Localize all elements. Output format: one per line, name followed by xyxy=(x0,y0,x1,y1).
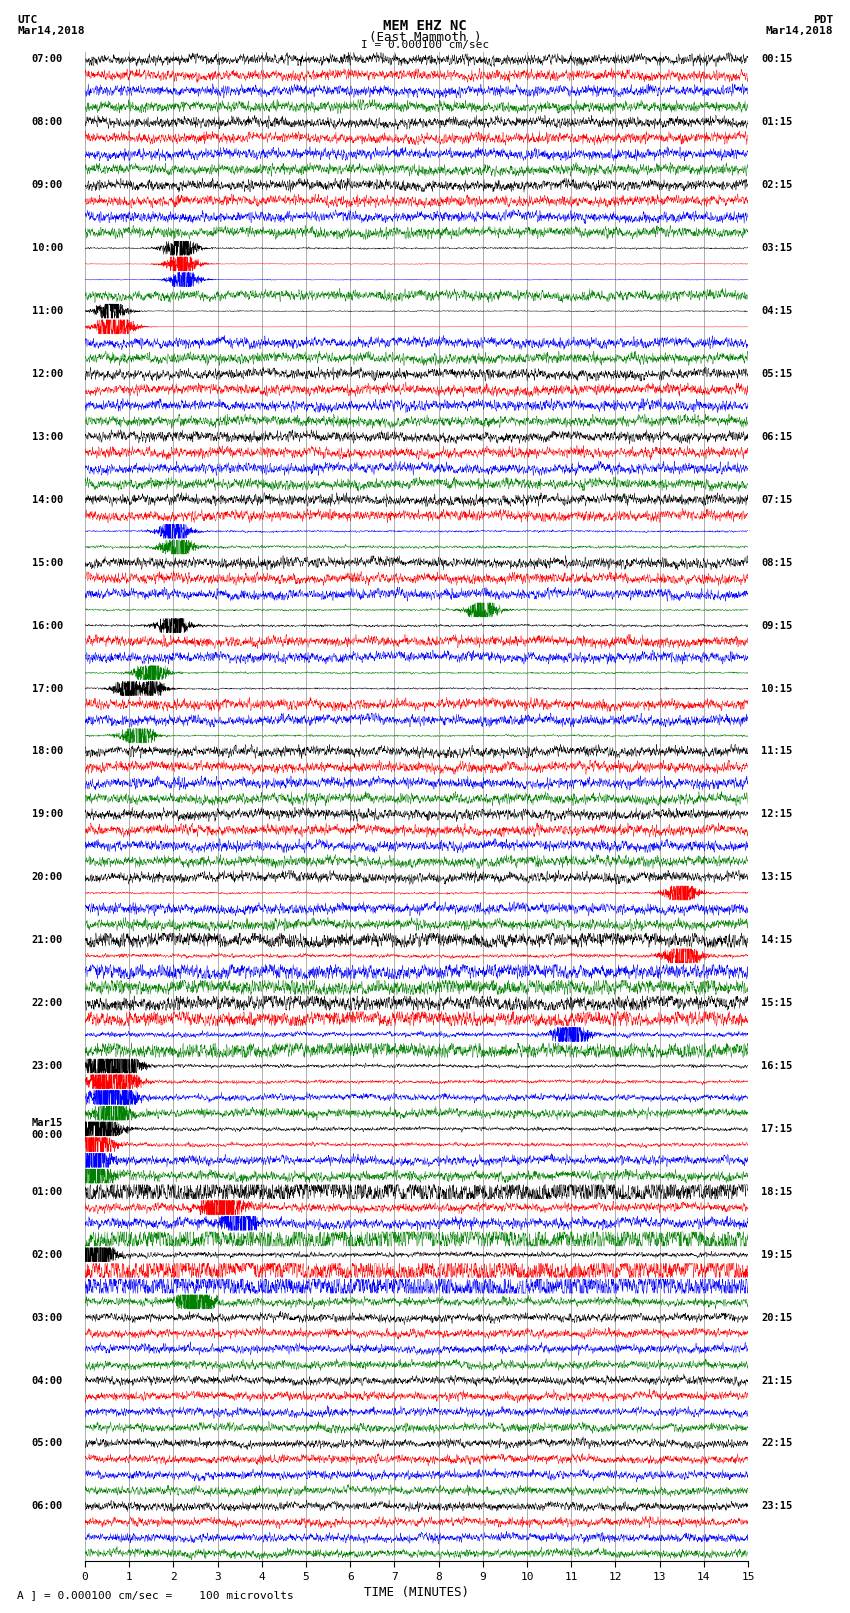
Text: Mar14,2018: Mar14,2018 xyxy=(17,26,84,35)
Text: 17:15: 17:15 xyxy=(762,1124,792,1134)
Text: 21:15: 21:15 xyxy=(762,1376,792,1386)
Text: (East Mammoth ): (East Mammoth ) xyxy=(369,31,481,44)
Text: 12:00: 12:00 xyxy=(31,369,63,379)
Text: 06:15: 06:15 xyxy=(762,432,792,442)
Text: 01:15: 01:15 xyxy=(762,118,792,127)
Text: 07:15: 07:15 xyxy=(762,495,792,505)
Text: 03:00: 03:00 xyxy=(31,1313,63,1323)
Text: 10:00: 10:00 xyxy=(31,244,63,253)
Text: Mar14,2018: Mar14,2018 xyxy=(766,26,833,35)
Text: 22:00: 22:00 xyxy=(31,998,63,1008)
Text: UTC: UTC xyxy=(17,15,37,24)
Text: 16:00: 16:00 xyxy=(31,621,63,631)
Text: 02:00: 02:00 xyxy=(31,1250,63,1260)
Text: 18:00: 18:00 xyxy=(31,747,63,756)
Text: 12:15: 12:15 xyxy=(762,810,792,819)
Text: MEM EHZ NC: MEM EHZ NC xyxy=(383,19,467,34)
Text: 00:15: 00:15 xyxy=(762,55,792,65)
Text: 15:00: 15:00 xyxy=(31,558,63,568)
Text: 05:00: 05:00 xyxy=(31,1439,63,1448)
Text: 23:00: 23:00 xyxy=(31,1061,63,1071)
Text: 08:15: 08:15 xyxy=(762,558,792,568)
Text: 05:15: 05:15 xyxy=(762,369,792,379)
Text: 07:00: 07:00 xyxy=(31,55,63,65)
Text: 11:00: 11:00 xyxy=(31,306,63,316)
Text: PDT: PDT xyxy=(813,15,833,24)
Text: 09:00: 09:00 xyxy=(31,181,63,190)
Text: 17:00: 17:00 xyxy=(31,684,63,694)
Text: Mar15
00:00: Mar15 00:00 xyxy=(31,1118,63,1140)
Text: 11:15: 11:15 xyxy=(762,747,792,756)
Text: 20:00: 20:00 xyxy=(31,873,63,882)
Text: 22:15: 22:15 xyxy=(762,1439,792,1448)
Text: 19:15: 19:15 xyxy=(762,1250,792,1260)
Text: 20:15: 20:15 xyxy=(762,1313,792,1323)
Text: 13:15: 13:15 xyxy=(762,873,792,882)
Text: I = 0.000100 cm/sec: I = 0.000100 cm/sec xyxy=(361,40,489,50)
X-axis label: TIME (MINUTES): TIME (MINUTES) xyxy=(364,1586,469,1598)
Text: 21:00: 21:00 xyxy=(31,936,63,945)
Text: 16:15: 16:15 xyxy=(762,1061,792,1071)
Text: A ] = 0.000100 cm/sec =    100 microvolts: A ] = 0.000100 cm/sec = 100 microvolts xyxy=(17,1590,294,1600)
Text: 10:15: 10:15 xyxy=(762,684,792,694)
Text: 15:15: 15:15 xyxy=(762,998,792,1008)
Text: 18:15: 18:15 xyxy=(762,1187,792,1197)
Text: 08:00: 08:00 xyxy=(31,118,63,127)
Text: 14:00: 14:00 xyxy=(31,495,63,505)
Text: 01:00: 01:00 xyxy=(31,1187,63,1197)
Text: 14:15: 14:15 xyxy=(762,936,792,945)
Text: 23:15: 23:15 xyxy=(762,1502,792,1511)
Text: 02:15: 02:15 xyxy=(762,181,792,190)
Text: 06:00: 06:00 xyxy=(31,1502,63,1511)
Text: 04:15: 04:15 xyxy=(762,306,792,316)
Text: 13:00: 13:00 xyxy=(31,432,63,442)
Text: 04:00: 04:00 xyxy=(31,1376,63,1386)
Text: 09:15: 09:15 xyxy=(762,621,792,631)
Text: 19:00: 19:00 xyxy=(31,810,63,819)
Text: 03:15: 03:15 xyxy=(762,244,792,253)
